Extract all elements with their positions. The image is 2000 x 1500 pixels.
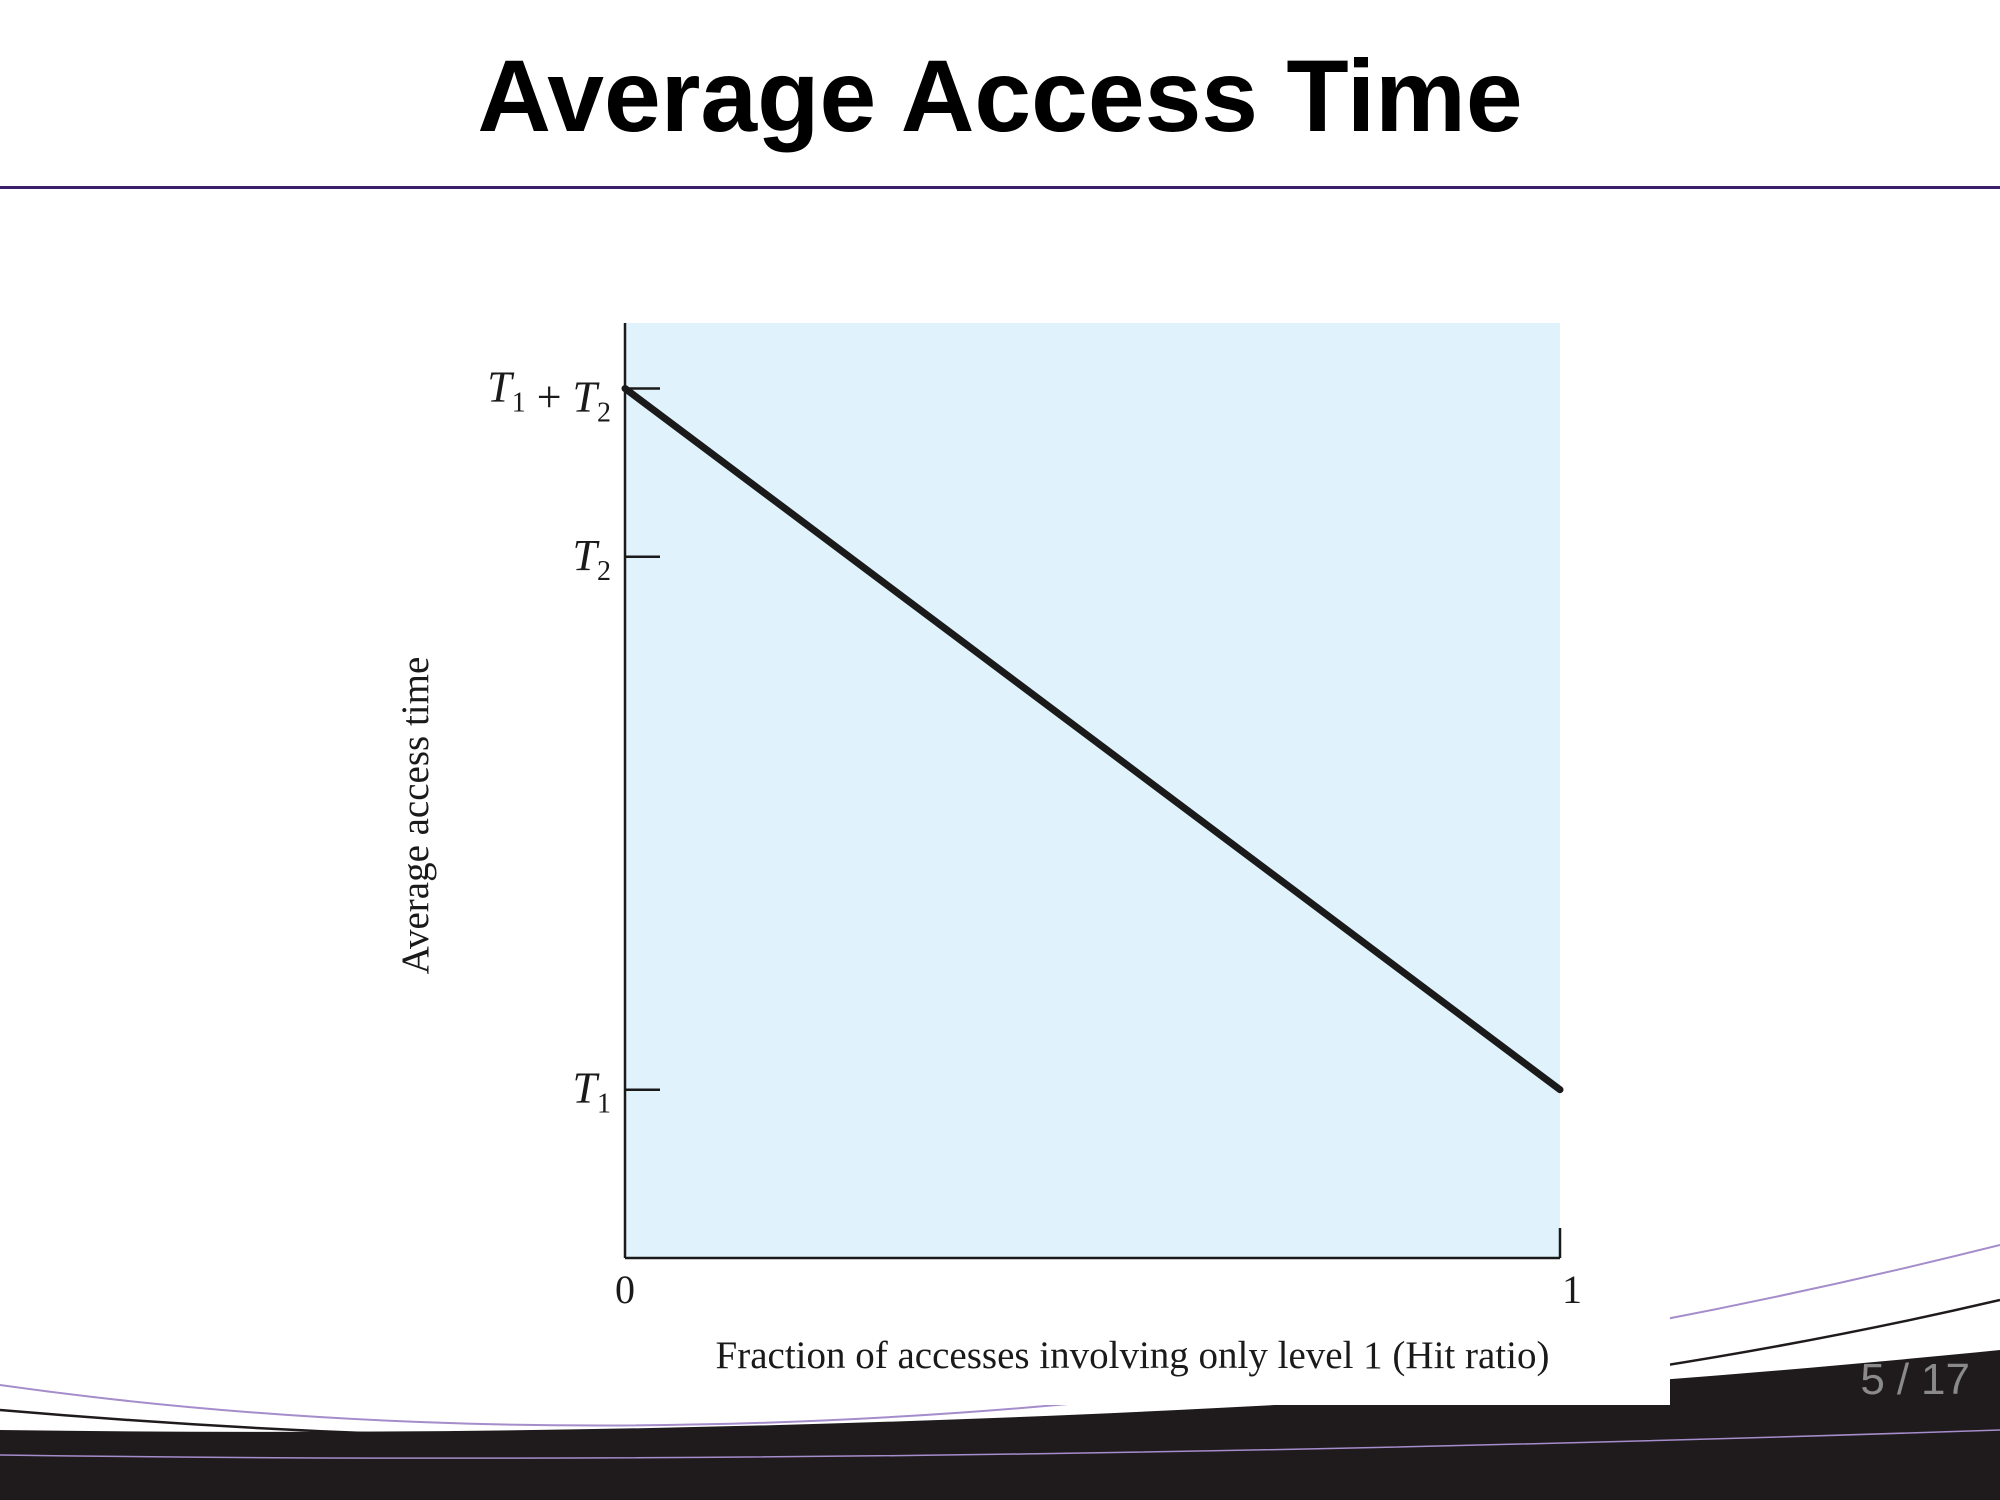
swoosh-light-line-2 — [0, 1429, 2000, 1459]
y-tick-label-1: T2 — [573, 531, 611, 587]
title-divider — [0, 186, 2000, 189]
swoosh-band — [0, 1350, 2000, 1500]
page-total: 17 — [1921, 1355, 1970, 1404]
slide-title: Average Access Time — [477, 39, 1523, 153]
y-tick-label-0: T1 — [573, 1064, 611, 1120]
y-axis-label: Average access time — [394, 657, 437, 975]
page-current: 5 — [1860, 1355, 1885, 1404]
series-group — [621, 384, 1564, 1094]
swoosh-dark-line — [0, 1298, 2000, 1441]
y-ticks: T1 T2 T1 + T2 — [487, 362, 660, 1120]
swoosh-light-line-1 — [0, 1244, 2000, 1427]
plot-background — [625, 323, 1560, 1258]
x-tick-label-1: 1 — [1562, 1267, 1582, 1312]
x-tick-label-0: 0 — [615, 1267, 635, 1312]
footer-swoosh — [0, 1244, 2000, 1500]
x-axis-label: Fraction of accesses involving only leve… — [716, 1334, 1550, 1377]
series-line-0 — [621, 384, 1564, 1094]
page-separator: / — [1896, 1355, 1910, 1404]
page-indicator: 5/17 — [1840, 1355, 1970, 1405]
y-tick-label-2: T1 + T2 — [487, 362, 611, 428]
